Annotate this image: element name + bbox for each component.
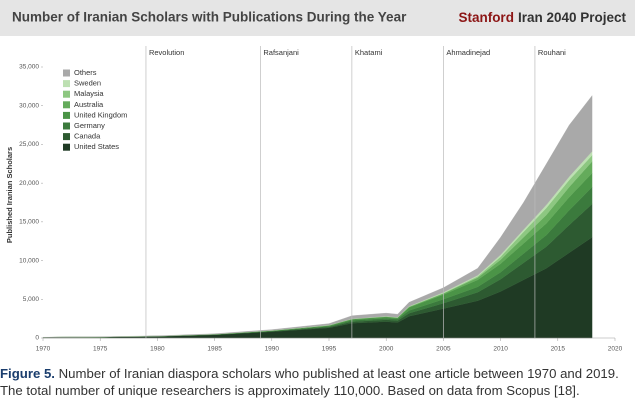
legend-label: Germany [74, 121, 105, 130]
header-band [0, 0, 635, 36]
x-tick-label: 1970 [36, 346, 51, 353]
x-tick-label: 2010 [493, 346, 508, 353]
legend-label: United Kingdom [74, 110, 127, 119]
y-tick-label: 30,000 [19, 102, 39, 109]
area [42, 95, 593, 338]
legend-label: Australia [74, 100, 104, 109]
x-tick-label: 1985 [207, 346, 222, 353]
x-tick-label: 1975 [93, 346, 108, 353]
chart: Number of Iranian Scholars with Publicat… [0, 0, 635, 353]
brand-name: Stanford [458, 10, 514, 25]
legend-swatch [63, 111, 70, 119]
legend-label: United States [74, 142, 119, 151]
event-label: Rouhani [538, 48, 566, 57]
y-tick-label: 35,000 [19, 64, 39, 71]
project-name: Iran 2040 Project [518, 10, 627, 25]
legend-swatch [63, 90, 70, 98]
y-tick-label: 20,000 [19, 180, 39, 187]
event-label: Ahmadinejad [446, 48, 490, 57]
event-label: Rafsanjani [263, 48, 299, 57]
y-tick-label: 25,000 [19, 141, 39, 148]
brand: Stanford Iran 2040 Project [458, 10, 626, 25]
x-tick-label: 2000 [379, 346, 394, 353]
event-label: Khatami [355, 48, 383, 57]
x-tick-label: 1995 [322, 346, 337, 353]
legend-swatch [63, 101, 70, 109]
chart-title: Number of Iranian Scholars with Publicat… [12, 10, 407, 25]
legend-swatch [63, 80, 70, 88]
legend-label: Malaysia [74, 89, 104, 98]
caption-text: Number of Iranian diaspora scholars who … [0, 366, 619, 398]
x-tick-label: 2015 [551, 346, 566, 353]
y-tick-label: 5,000 [23, 296, 40, 303]
legend-swatch [63, 143, 70, 151]
event-label: Revolution [149, 48, 184, 57]
legend-label: Canada [74, 132, 101, 141]
y-axis-label: Published Iranian Scholars [5, 147, 14, 243]
y-tick-label: 0 [35, 335, 39, 342]
x-tick-label: 1980 [150, 346, 165, 353]
y-tick-label: 15,000 [19, 219, 39, 226]
x-tick-label: 2020 [608, 346, 623, 353]
x-tick-label: 2005 [436, 346, 451, 353]
legend-label: Sweden [74, 79, 101, 88]
caption-label: Figure 5. [0, 366, 55, 381]
legend-swatch [63, 69, 70, 77]
y-tick-label: 10,000 [19, 257, 39, 264]
legend-swatch [63, 133, 70, 141]
caption: Figure 5. Number of Iranian diaspora sch… [0, 365, 635, 399]
x-tick-label: 1990 [265, 346, 280, 353]
legend-label: Others [74, 68, 97, 77]
legend-swatch [63, 122, 70, 130]
